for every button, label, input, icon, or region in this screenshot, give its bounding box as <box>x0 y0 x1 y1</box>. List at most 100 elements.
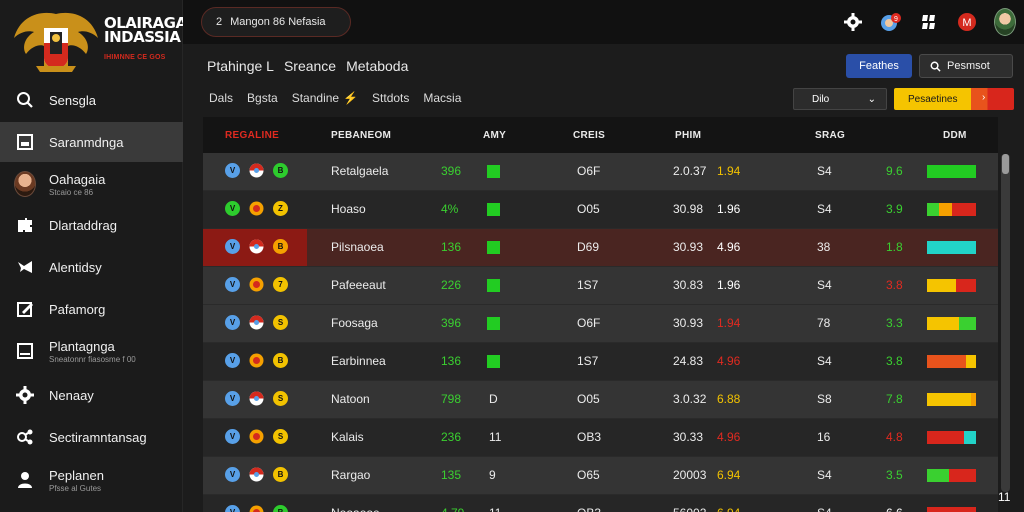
bar-segment <box>927 165 976 178</box>
row-name[interactable]: Kalais <box>331 430 364 444</box>
grid-apps-icon[interactable] <box>918 11 940 33</box>
filter-tabs: Dals Bgsta Standine ⚡ Sttdots Macsia <box>209 91 461 105</box>
row-srag: S4 <box>817 278 832 292</box>
rank-badge: S <box>273 391 288 406</box>
row-flag-value: 6.94 <box>717 506 740 512</box>
vertical-scrollbar[interactable] <box>1001 154 1010 492</box>
row-phim: 30.98 <box>673 202 704 216</box>
table-row[interactable]: VBNeoaeoe4.7911OB3560026.94S46.6 <box>203 495 998 512</box>
gear-icon <box>14 384 36 406</box>
row-pct: 136 <box>441 240 462 254</box>
row-name[interactable]: Hoaso <box>331 202 366 216</box>
table-row[interactable]: V Z Hoaso 4% O05 30.98 1.96 S4 3.9 <box>203 191 998 228</box>
preset-dropdown[interactable]: Pesaetines › <box>894 88 1014 110</box>
breadcrumb-item[interactable]: Ptahinge L <box>207 58 274 74</box>
rank-badge: S <box>273 315 288 330</box>
row-count: 11 <box>489 506 501 512</box>
table-row[interactable]: V B Earbinnea 136 1S7 24.83 4.96 S4 3.8 <box>203 343 998 380</box>
row-name[interactable]: Pafeeeaut <box>331 278 386 292</box>
row-flag-value: 4.96 <box>717 430 741 444</box>
sidebar-item-planning[interactable]: Plantagnga Sneatonnr fiasosme f 00 <box>0 331 183 371</box>
row-creis: O6F <box>577 164 601 178</box>
breadcrumb-item[interactable]: Sreance <box>283 58 337 74</box>
team-logo-icon <box>249 391 264 406</box>
row-name[interactable]: Natoon <box>331 392 370 406</box>
stats-table: REGALINE PEBANEOM AMY CREIS PHIM SRAG DD… <box>203 117 998 512</box>
search-button[interactable]: Pesmsot <box>919 54 1013 78</box>
row-srag: S4 <box>817 164 832 178</box>
settings-gear-icon[interactable] <box>842 11 864 33</box>
row-small-value: 6.6 <box>886 506 903 512</box>
row-creis: O65 <box>577 468 600 482</box>
logo-subtitle: IHIMNNE CE GOS <box>104 54 166 61</box>
row-phim: 56002 <box>673 506 706 512</box>
garuda-emblem-icon <box>14 12 98 72</box>
filter-tab[interactable]: Sttdots <box>372 91 410 105</box>
column-header[interactable]: SRAG <box>815 130 846 141</box>
chevron-down-icon: ⌄ <box>867 93 876 105</box>
rank-badge: B <box>273 163 288 178</box>
column-header[interactable]: PEBANEOM <box>331 130 392 141</box>
table-row[interactable]: V B Rargao 135 9 O65 20003 6.94 S4 3.5 <box>203 457 998 494</box>
sidebar-item-alerts[interactable]: Alentidsy <box>0 247 183 287</box>
filter-tab[interactable]: Macsia <box>423 91 462 105</box>
column-header[interactable]: DDM <box>943 130 967 141</box>
filter-tab[interactable]: Dals <box>209 91 234 105</box>
notification-badge-icon[interactable]: 9 <box>880 11 902 33</box>
sidebar-item-network[interactable]: Sectiramntansag <box>0 417 183 457</box>
data-dropdown[interactable]: Dilo ⌄ <box>793 88 887 110</box>
alert-icon[interactable]: M <box>956 11 978 33</box>
table-row[interactable]: V S Kalais 236 11 OB3 30.33 4.96 16 4.8 <box>203 419 998 456</box>
filter-tab[interactable]: Standine <box>291 91 340 105</box>
row-count: D <box>489 392 498 406</box>
column-header[interactable]: REGALINE <box>225 130 280 141</box>
row-name[interactable]: Retalgaela <box>331 164 389 178</box>
row-pct: 136 <box>441 354 462 368</box>
bar-segment <box>927 431 964 444</box>
row-flag-value: 4.96 <box>717 240 741 254</box>
search-input[interactable]: 2 Mangon 86 Nefasia <box>201 7 351 37</box>
edit-icon <box>14 298 36 320</box>
sidebar-item-search[interactable]: Sensgla <box>0 80 183 120</box>
sidebar-item-people[interactable]: Peplanen Pfsse al Gutes <box>0 460 183 500</box>
status-square <box>487 279 500 292</box>
sidebar-item-integrations[interactable]: Dlartaddrag <box>0 205 183 245</box>
team-logo-icon <box>249 239 264 254</box>
row-phim: 30.93 <box>673 316 704 330</box>
sidebar-item-settings[interactable]: Nenaay <box>0 375 183 415</box>
app-logo[interactable]: OLAIRAGAI INDASSIA IHIMNNE CE GOS <box>8 6 192 76</box>
row-name[interactable]: Foosaga <box>331 316 378 330</box>
table-row[interactable]: V B Retalgaela 396 O6F 2.0.37 1.94 S4 9.6 <box>203 153 998 190</box>
table-row[interactable]: V S Foosaga 396 O6F 30.93 1.94 78 3.3 <box>203 305 998 342</box>
row-name[interactable]: Earbinnea <box>331 354 386 368</box>
column-header[interactable]: AMY <box>483 130 507 141</box>
table-row[interactable]: V 7 Pafeeeaut 226 1S7 30.83 1.96 S4 3.8 <box>203 267 998 304</box>
breadcrumb-item[interactable]: Metaboda <box>346 58 409 74</box>
user-avatar-button[interactable] <box>994 8 1016 36</box>
scrollbar-thumb[interactable] <box>1002 154 1009 174</box>
table-row[interactable]: V B Pilsnaoea 136 D69 30.93 4.96 38 1.8 <box>203 229 998 266</box>
search-button-label: Pesmsot <box>947 60 990 72</box>
bar-segment <box>963 431 976 444</box>
row-pct: 798 <box>441 392 462 406</box>
sidebar: OLAIRAGAI INDASSIA IHIMNNE CE GOS Sensgl… <box>0 0 192 512</box>
bar-segment <box>939 203 952 216</box>
row-name[interactable]: Pilsnaoea <box>331 240 384 254</box>
column-header[interactable]: PHIM <box>675 130 702 141</box>
sidebar-item-overview[interactable]: Saranmdnga <box>0 122 183 162</box>
row-name[interactable]: Rargao <box>331 468 371 482</box>
bar-segment <box>927 469 950 482</box>
status-badge: V <box>225 467 240 482</box>
sidebar-item-forms[interactable]: Pafamorg <box>0 289 183 329</box>
features-button[interactable]: Feathes <box>846 54 912 78</box>
table-row[interactable]: V S Natoon 798 D O05 3.0.32 6.88 S8 7.8 <box>203 381 998 418</box>
filter-tab[interactable]: Bgsta <box>247 91 278 105</box>
document-icon <box>14 131 36 153</box>
row-small-value: 1.8 <box>886 240 903 254</box>
column-header[interactable]: CREIS <box>573 130 606 141</box>
sidebar-item-profile[interactable]: Oahagaia Stcaio ce 86 <box>0 164 183 204</box>
row-name[interactable]: Neoaeoe <box>331 506 380 512</box>
